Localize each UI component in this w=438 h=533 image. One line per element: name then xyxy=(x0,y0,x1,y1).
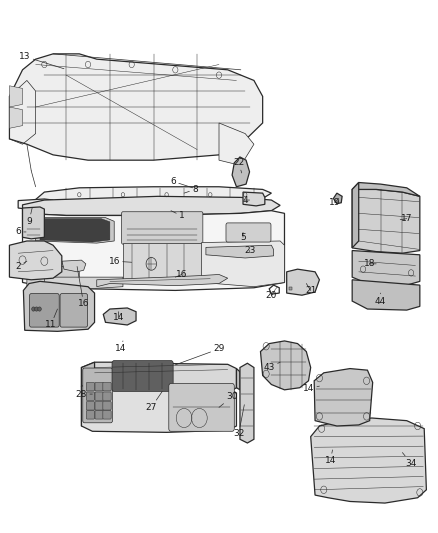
Polygon shape xyxy=(289,287,292,290)
Polygon shape xyxy=(27,266,79,289)
Polygon shape xyxy=(261,341,311,390)
Text: 6: 6 xyxy=(15,228,26,237)
Text: 16: 16 xyxy=(77,266,89,308)
Text: 2: 2 xyxy=(15,261,27,271)
Text: 27: 27 xyxy=(146,391,162,412)
Text: 8: 8 xyxy=(184,185,198,194)
Text: 30: 30 xyxy=(219,392,238,407)
Text: 44: 44 xyxy=(375,293,386,305)
Polygon shape xyxy=(44,277,123,289)
Polygon shape xyxy=(81,362,95,426)
Polygon shape xyxy=(333,193,342,204)
Polygon shape xyxy=(103,308,136,325)
Polygon shape xyxy=(62,260,86,272)
Polygon shape xyxy=(352,189,420,253)
Polygon shape xyxy=(97,274,228,287)
Text: 5: 5 xyxy=(240,232,246,242)
Text: 29: 29 xyxy=(175,344,225,365)
Text: 6: 6 xyxy=(170,177,193,188)
Polygon shape xyxy=(237,368,240,390)
Polygon shape xyxy=(35,217,114,243)
FancyBboxPatch shape xyxy=(103,392,111,400)
Polygon shape xyxy=(201,241,285,287)
Text: 13: 13 xyxy=(19,52,64,69)
Polygon shape xyxy=(22,196,280,215)
Text: 23: 23 xyxy=(244,246,255,255)
Circle shape xyxy=(35,307,38,311)
Circle shape xyxy=(32,307,35,311)
FancyBboxPatch shape xyxy=(169,383,234,431)
Text: 14: 14 xyxy=(325,450,336,465)
FancyBboxPatch shape xyxy=(60,294,88,327)
Text: 11: 11 xyxy=(45,309,57,329)
Text: 9: 9 xyxy=(26,208,32,226)
FancyBboxPatch shape xyxy=(226,223,271,242)
FancyBboxPatch shape xyxy=(112,361,173,391)
Text: 14: 14 xyxy=(115,341,127,353)
FancyBboxPatch shape xyxy=(86,401,95,410)
Polygon shape xyxy=(18,199,53,209)
Text: 43: 43 xyxy=(264,362,280,372)
Text: 16: 16 xyxy=(175,270,187,279)
FancyBboxPatch shape xyxy=(83,368,113,423)
Text: 34: 34 xyxy=(403,453,417,467)
FancyBboxPatch shape xyxy=(95,410,103,419)
Polygon shape xyxy=(352,182,420,196)
FancyBboxPatch shape xyxy=(86,410,95,419)
Polygon shape xyxy=(10,241,62,280)
Polygon shape xyxy=(22,211,285,290)
Text: 4: 4 xyxy=(242,196,250,205)
Polygon shape xyxy=(219,123,254,165)
FancyBboxPatch shape xyxy=(122,212,203,244)
Text: 22: 22 xyxy=(233,158,244,173)
Text: 14: 14 xyxy=(303,384,319,393)
Polygon shape xyxy=(10,86,22,107)
FancyBboxPatch shape xyxy=(103,410,111,419)
FancyBboxPatch shape xyxy=(95,401,103,410)
Polygon shape xyxy=(311,418,426,503)
Circle shape xyxy=(38,307,41,311)
Polygon shape xyxy=(240,364,254,443)
Polygon shape xyxy=(206,245,274,258)
FancyBboxPatch shape xyxy=(95,392,103,400)
Polygon shape xyxy=(10,107,22,128)
FancyBboxPatch shape xyxy=(95,382,103,391)
Polygon shape xyxy=(22,207,44,239)
Text: 1: 1 xyxy=(171,211,185,221)
Polygon shape xyxy=(232,157,250,187)
Text: 21: 21 xyxy=(305,284,316,295)
Text: 20: 20 xyxy=(266,290,277,300)
FancyBboxPatch shape xyxy=(86,382,95,391)
Polygon shape xyxy=(243,192,265,206)
Text: 28: 28 xyxy=(76,390,92,399)
Text: 16: 16 xyxy=(109,257,132,265)
Polygon shape xyxy=(10,54,263,160)
FancyBboxPatch shape xyxy=(86,392,95,400)
Polygon shape xyxy=(35,187,272,204)
Polygon shape xyxy=(352,280,420,310)
Text: 18: 18 xyxy=(364,260,376,268)
Text: 19: 19 xyxy=(329,198,340,207)
Polygon shape xyxy=(81,362,237,395)
Polygon shape xyxy=(40,219,110,242)
FancyBboxPatch shape xyxy=(29,294,59,327)
Text: 32: 32 xyxy=(233,405,244,439)
Polygon shape xyxy=(81,383,237,432)
Polygon shape xyxy=(287,269,319,295)
Polygon shape xyxy=(352,182,359,248)
FancyBboxPatch shape xyxy=(103,401,111,410)
Polygon shape xyxy=(23,281,95,332)
Text: 14: 14 xyxy=(113,312,124,321)
Text: 17: 17 xyxy=(400,214,413,223)
Polygon shape xyxy=(314,368,373,426)
FancyBboxPatch shape xyxy=(103,382,111,391)
Polygon shape xyxy=(123,243,201,282)
Polygon shape xyxy=(352,251,420,285)
